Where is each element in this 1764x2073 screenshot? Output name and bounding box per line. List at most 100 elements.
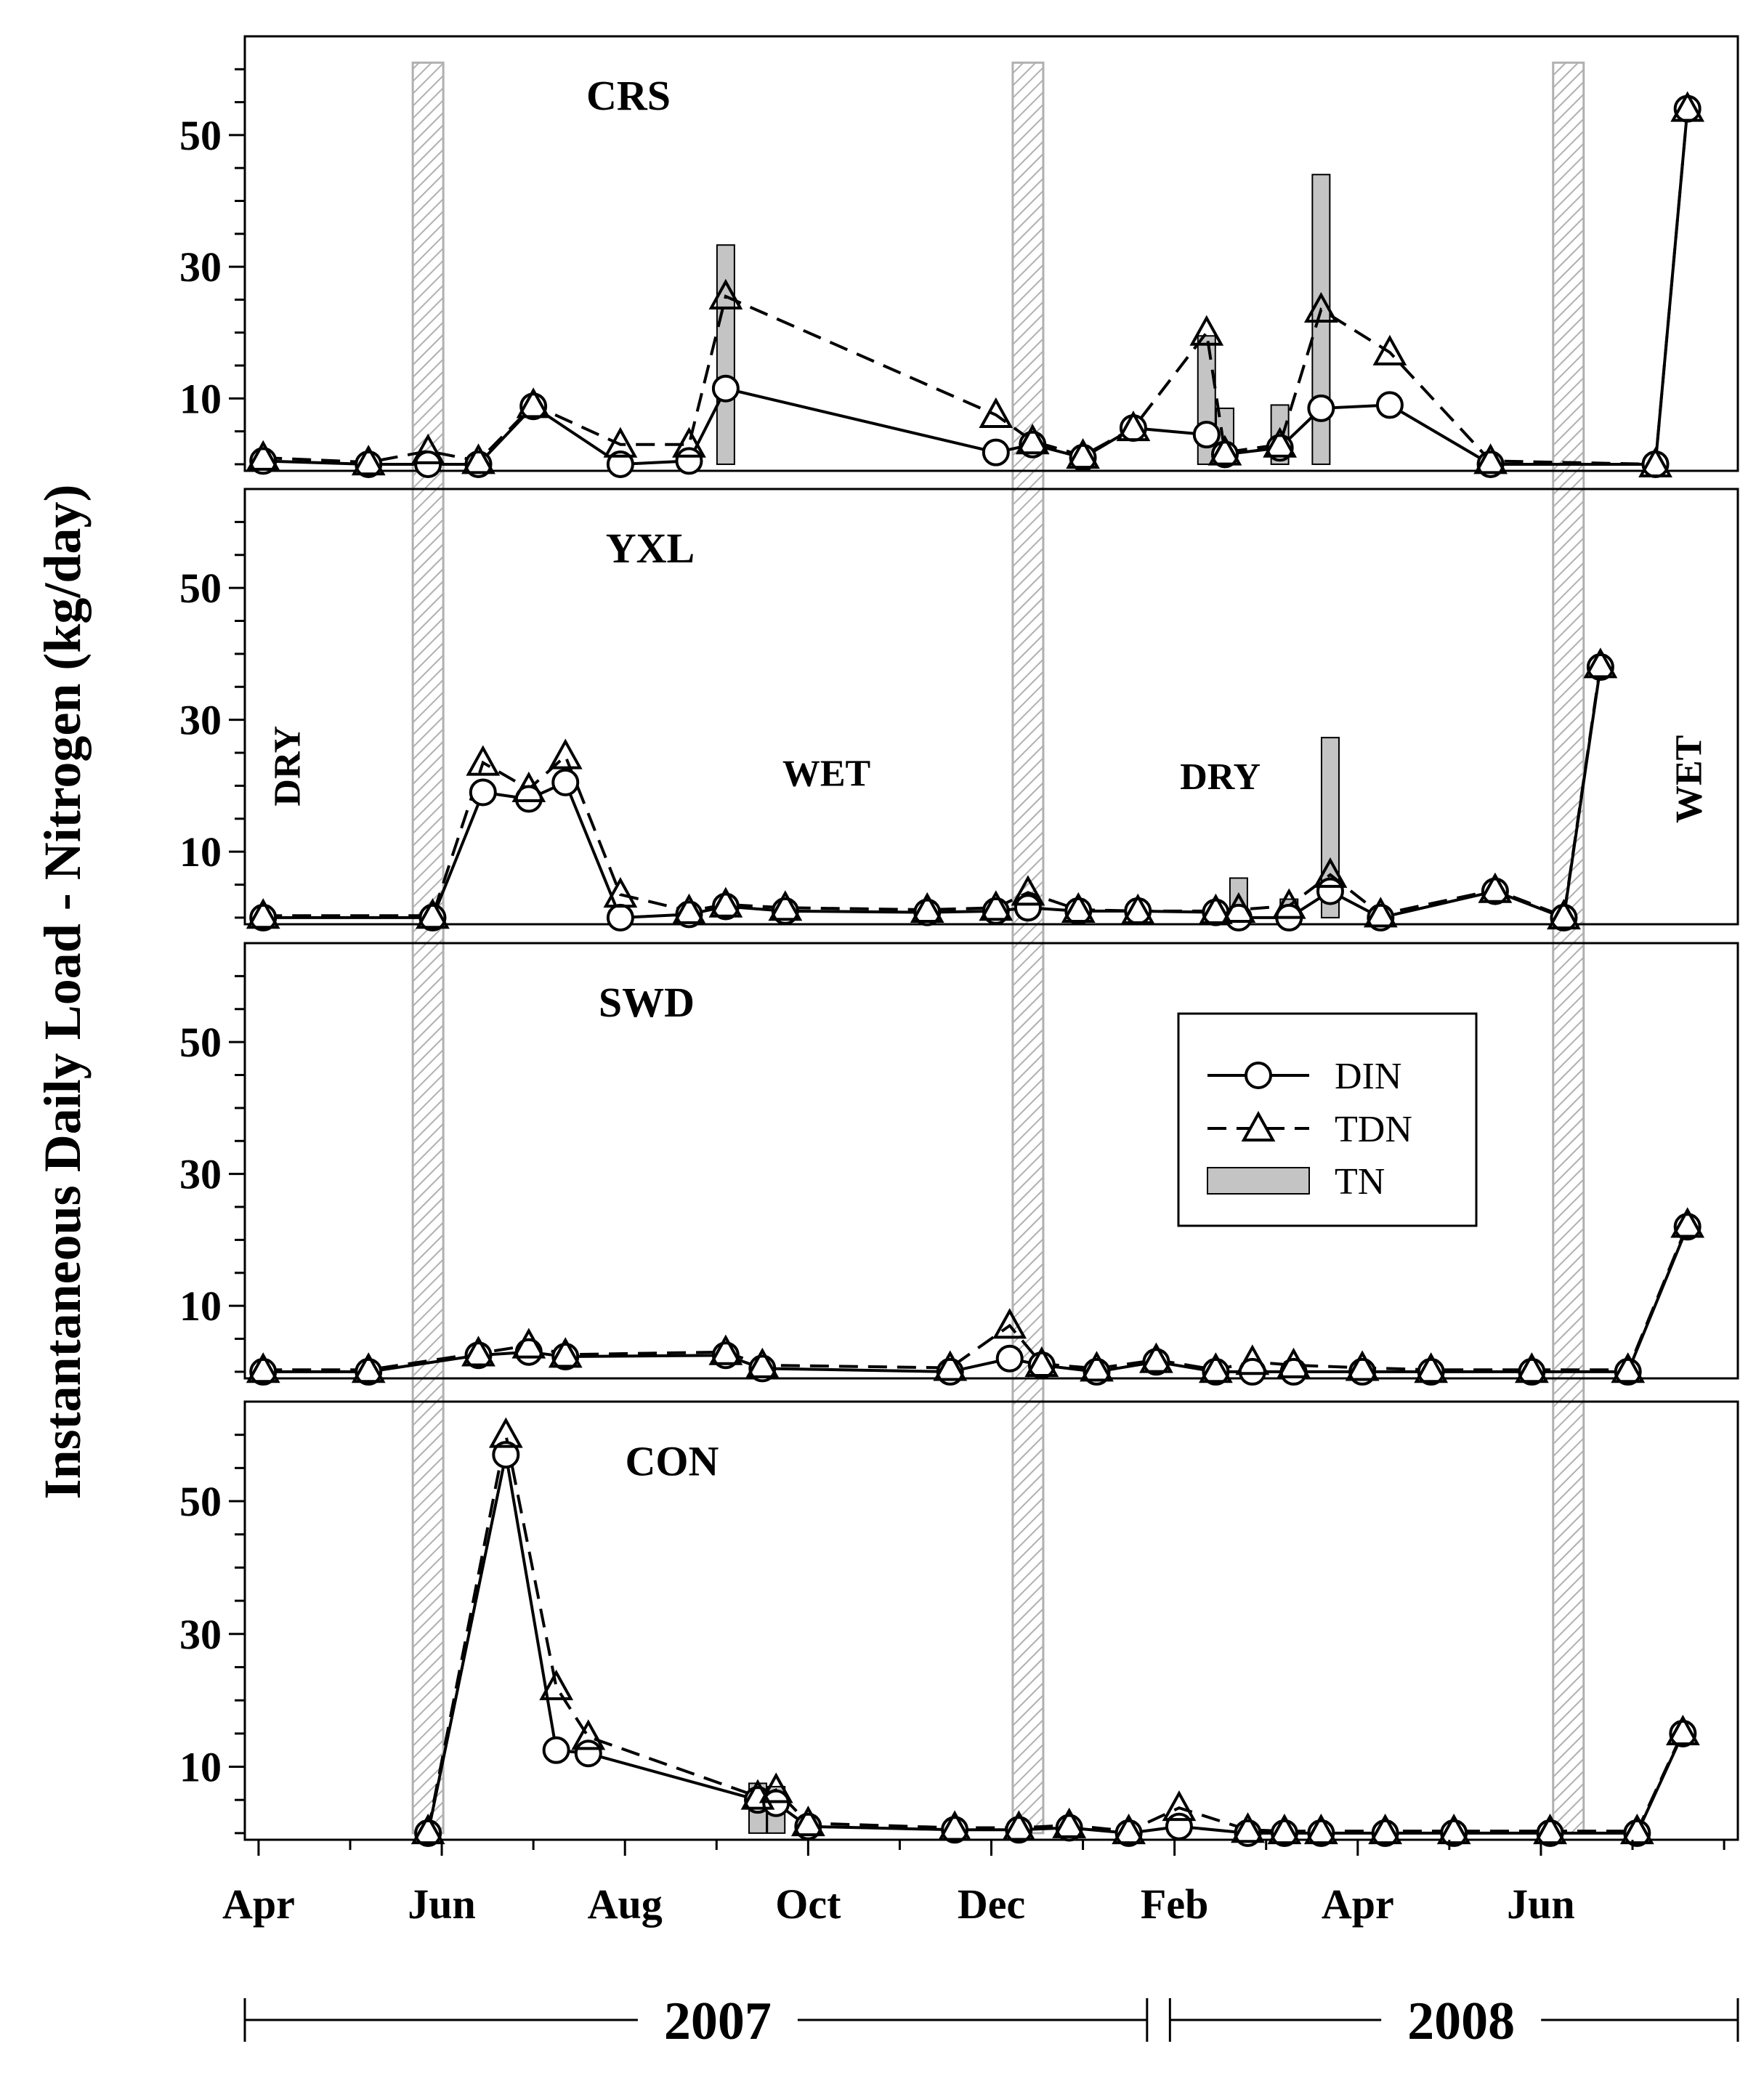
tdn-point <box>1231 1812 1265 1843</box>
tdn-point <box>1066 438 1100 469</box>
legend: DIN TDN TN <box>1177 1012 1478 1227</box>
tdn-point <box>1162 1790 1197 1822</box>
din-point <box>1307 394 1335 422</box>
din-point <box>551 768 580 796</box>
x-tick-label: Feb <box>1141 1880 1208 1928</box>
tdn-point <box>1116 410 1151 442</box>
transition-band <box>1011 61 1045 1835</box>
din-point <box>1316 877 1344 905</box>
tn-bar <box>716 244 735 465</box>
y-tick-label: 50 <box>179 1478 222 1525</box>
transition-band <box>1552 61 1585 1835</box>
axes: Apr Jun Aug Oct Dec Feb Apr Jun 2007 2008 Instanta… <box>33 485 1739 2051</box>
panel-frame <box>243 942 1739 1380</box>
tdn-point <box>351 1352 386 1383</box>
din-point <box>1279 1357 1308 1386</box>
tdn-point <box>1001 1810 1036 1841</box>
din-point <box>1014 894 1042 922</box>
transition-band <box>411 61 445 1835</box>
din-point <box>982 438 1010 466</box>
tdn-point <box>1235 1344 1270 1375</box>
tdn-point <box>1363 897 1398 928</box>
din-point <box>1375 391 1404 419</box>
tdn-point <box>1052 1807 1087 1838</box>
tdn-point <box>410 1814 445 1845</box>
x-tick-label: Jun <box>408 1880 476 1928</box>
tdn-point <box>1414 1352 1449 1383</box>
tdn-point <box>466 745 501 776</box>
din-point <box>469 778 497 807</box>
din-point <box>606 450 634 478</box>
tdn-point <box>1303 291 1338 323</box>
tdn-point <box>1271 888 1306 919</box>
tdn-point <box>246 440 280 471</box>
tdn-point <box>1120 893 1155 924</box>
y-tick-label: 10 <box>179 1282 222 1330</box>
tdn-point <box>1670 1207 1705 1238</box>
x-tick-label: Aug <box>588 1880 663 1928</box>
tdn-point <box>790 1806 825 1837</box>
tdn-point <box>410 433 445 464</box>
tdn-point <box>603 427 638 458</box>
tdn-point <box>351 445 386 476</box>
din-point <box>762 1789 790 1817</box>
tdn-point <box>1198 1352 1233 1383</box>
tdn-point <box>539 1669 574 1700</box>
tdn-point <box>933 1350 968 1381</box>
tdn-point <box>1277 1347 1311 1378</box>
tdn-series-line <box>263 108 1689 466</box>
panel-title: CRS <box>586 72 671 119</box>
tdn-point <box>1372 334 1407 365</box>
x-tick-label: Oct <box>775 1880 841 1928</box>
din-point <box>542 1736 570 1764</box>
legend-label: TN <box>1335 1161 1385 1203</box>
tdn-point <box>1478 872 1513 903</box>
din-point <box>414 450 442 478</box>
tdn-point <box>1611 1352 1646 1383</box>
din-point <box>606 903 634 932</box>
tdn-point <box>1015 424 1050 455</box>
din-point <box>1165 1812 1193 1840</box>
legend-tn-marker <box>1207 1167 1310 1195</box>
tdn-point <box>1267 1814 1302 1845</box>
panel-swd: 10 30 50 SWD <box>179 942 1739 1386</box>
y-axis-label: Instantaneous Daily Load - Nitrogen (kg/… <box>33 485 92 1500</box>
tdn-point <box>979 890 1014 921</box>
din-series-line <box>426 1454 1685 1835</box>
tdn-series-line <box>426 1434 1685 1833</box>
tdn-point <box>1080 1351 1114 1382</box>
din-point <box>711 374 740 403</box>
din-point <box>1192 421 1221 449</box>
year-label: 2007 <box>664 1992 772 2051</box>
tdn-point <box>1198 893 1233 924</box>
tdn-point <box>516 387 551 419</box>
x-tick-label: Apr <box>1322 1880 1394 1928</box>
din-point <box>514 1338 543 1366</box>
y-tick-label: 50 <box>179 565 222 612</box>
tdn-point <box>571 1719 606 1750</box>
tdn-point <box>1345 1350 1380 1381</box>
season-label: DRY <box>1180 756 1261 798</box>
tdn-point <box>672 427 706 458</box>
tdn-point <box>1583 647 1618 679</box>
tdn-point <box>992 1308 1027 1339</box>
panel-crs: 10 30 50 CRS <box>179 35 1739 478</box>
y-tick-label: 30 <box>179 243 222 291</box>
tdn-point <box>603 877 638 908</box>
din-series-line <box>263 108 1689 466</box>
panel-yxl: 10 30 50 YXL DRY WET DRY WET <box>179 488 1739 932</box>
y-tick-label: 30 <box>179 1611 222 1658</box>
tdn-point <box>246 898 280 929</box>
tdn-point <box>461 443 495 474</box>
y-tick-label: 30 <box>179 1151 222 1198</box>
tdn-point <box>488 1417 523 1448</box>
legend-din-marker <box>1245 1062 1272 1089</box>
legend-tdn-marker <box>1241 1110 1276 1141</box>
tdn-point <box>672 893 706 924</box>
din-point <box>995 1344 1024 1373</box>
tdn-point <box>1189 315 1224 346</box>
panel-title: YXL <box>606 525 695 572</box>
